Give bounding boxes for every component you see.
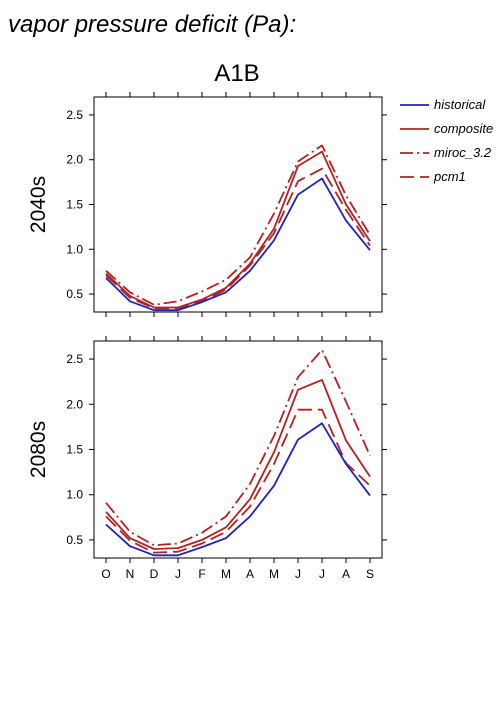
y-tick-label: 0.5 — [66, 533, 83, 547]
x-tick-label: M — [221, 567, 231, 581]
legend: historical composite miroc_3.2 pcm1 — [400, 97, 493, 184]
series-line-miroc-3-2 — [105, 349, 371, 547]
x-tick-label: A — [246, 567, 254, 581]
legend-item: miroc_3.2 — [400, 145, 492, 160]
y-tick-label: 1.0 — [66, 488, 83, 502]
legend-label: miroc_3.2 — [434, 145, 492, 160]
legend-label: pcm1 — [433, 169, 466, 184]
panels: 0.5 1.0 1.5 2.0 2.5 2040s O N D J F M A M J J A S 0.5 1.0 1.… — [27, 92, 387, 581]
panel-2040s: 0.5 1.0 1.5 2.0 2.5 2040s — [27, 92, 387, 317]
legend-item: historical — [400, 97, 486, 112]
x-tick-label: S — [366, 567, 374, 581]
legend-label: composite — [434, 121, 493, 136]
plot-frame — [93, 96, 383, 313]
chart-title: vapor pressure deficit (Pa): — [8, 11, 296, 38]
x-tick-label: J — [175, 567, 181, 581]
y-tick-label: 2.0 — [66, 153, 83, 167]
series-line-pcm1 — [105, 167, 371, 310]
legend-item: composite — [400, 121, 493, 136]
y-tick-label: 2.5 — [66, 108, 83, 122]
series-line-pcm1 — [105, 408, 371, 554]
scenario-title: A1B — [214, 60, 259, 87]
y-tick-label: 0.5 — [66, 287, 83, 301]
x-tick-label: F — [198, 567, 205, 581]
y-tick-label: 2.0 — [66, 397, 83, 411]
y-tick-label: 1.0 — [66, 242, 83, 256]
y-tick-label: 2.5 — [66, 352, 83, 366]
x-tick-label: N — [126, 567, 135, 581]
legend-label: historical — [434, 97, 486, 112]
series-line-historical — [105, 177, 371, 312]
x-tick-label: D — [150, 567, 159, 581]
y-tick-label: 1.5 — [66, 443, 83, 457]
x-tick-label: O — [101, 567, 110, 581]
y-tick-label: 1.5 — [66, 198, 83, 212]
series-line-miroc-3-2 — [105, 144, 371, 306]
x-tick-label: J — [295, 567, 301, 581]
panel-label: 2080s — [27, 421, 50, 478]
x-tick-label: A — [342, 567, 350, 581]
series-line-composite — [105, 378, 371, 550]
x-tick-label: J — [319, 567, 325, 581]
panel-2080s: O N D J F M A M J J A S 0.5 1.0 1.5 2.0 2.5 2080s — [27, 336, 387, 581]
series-line-historical — [105, 422, 371, 557]
plot-frame — [93, 340, 383, 559]
series-line-composite — [105, 150, 371, 309]
legend-item: pcm1 — [400, 169, 466, 184]
x-tick-label: M — [269, 567, 279, 581]
panel-label: 2040s — [27, 176, 50, 233]
